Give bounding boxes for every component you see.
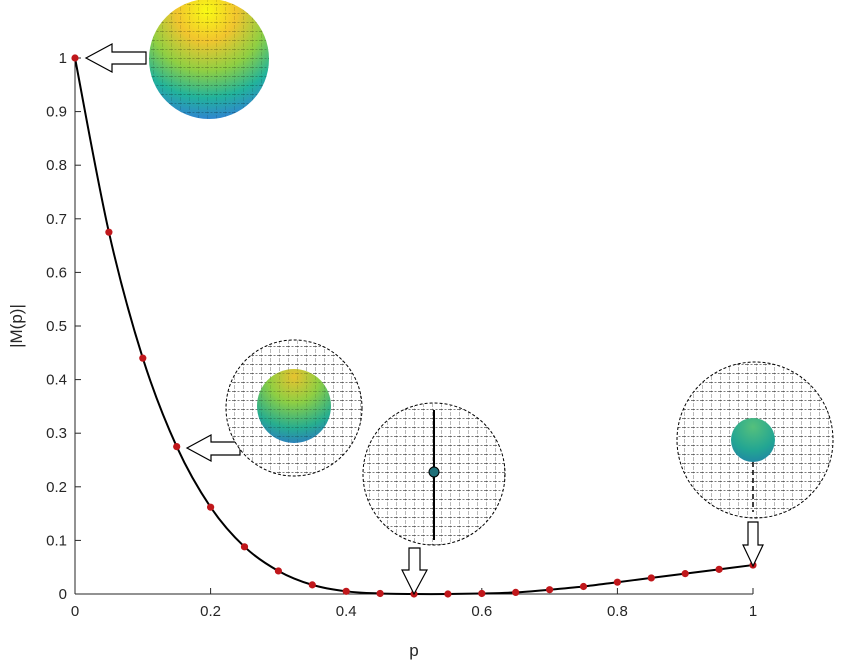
y-tick-label: 0 <box>59 586 67 603</box>
data-markers <box>71 54 757 598</box>
x-tick-label: 0.6 <box>471 603 492 620</box>
x-tick-label: 0.8 <box>607 603 628 620</box>
y-tick-label: 1 <box>59 50 67 67</box>
data-point <box>342 587 350 595</box>
data-point <box>308 581 316 589</box>
data-point <box>139 354 147 362</box>
annotation-arrow-down <box>401 547 429 596</box>
data-point <box>613 578 622 586</box>
data-point <box>173 443 181 451</box>
y-tick-label: 0.6 <box>46 264 67 281</box>
y-tick-label: 0.4 <box>46 372 67 389</box>
data-point <box>376 589 384 598</box>
y-tick-label: 0.2 <box>46 479 67 496</box>
x-axis-title: p <box>409 641 418 660</box>
annotation-arrow-left <box>185 433 241 463</box>
data-point <box>207 503 215 511</box>
x-tick-label: 1 <box>749 603 757 620</box>
y-tick-label: 0.1 <box>46 532 67 549</box>
annotation-arrow-down <box>742 521 764 568</box>
wire-sphere-icon <box>225 339 363 477</box>
data-point <box>478 589 486 598</box>
data-point <box>105 228 113 236</box>
data-point <box>681 570 689 578</box>
wire-sphere-icon <box>362 402 506 546</box>
y-ticks: 0 0.1 0.2 0.3 0.4 0.5 0.6 0.7 0.8 0.9 1 <box>46 50 81 603</box>
x-ticks: 0 0.2 0.4 0.6 0.8 1 <box>71 588 757 620</box>
data-point <box>546 586 554 594</box>
data-point <box>240 543 249 551</box>
data-point <box>579 582 588 591</box>
data-point <box>274 567 282 575</box>
data-point <box>512 588 520 596</box>
data-point <box>444 590 452 598</box>
y-tick-label: 0.8 <box>46 157 67 174</box>
annotation-arrow-left <box>84 42 147 74</box>
solid-sphere-icon <box>149 0 269 119</box>
data-point <box>647 574 655 582</box>
y-tick-label: 0.3 <box>46 425 67 442</box>
x-tick-label: 0 <box>71 603 79 620</box>
x-tick-label: 0.4 <box>336 603 357 620</box>
x-tick-label: 0.2 <box>200 603 221 620</box>
data-point <box>715 565 723 573</box>
y-axis-title: |M(p)| <box>7 304 26 348</box>
y-tick-label: 0.5 <box>46 318 67 335</box>
data-point <box>71 54 79 62</box>
y-tick-label: 0.7 <box>46 211 67 228</box>
wire-sphere-icon <box>676 361 834 519</box>
series-line <box>74 57 754 596</box>
y-tick-label: 0.9 <box>46 104 67 121</box>
